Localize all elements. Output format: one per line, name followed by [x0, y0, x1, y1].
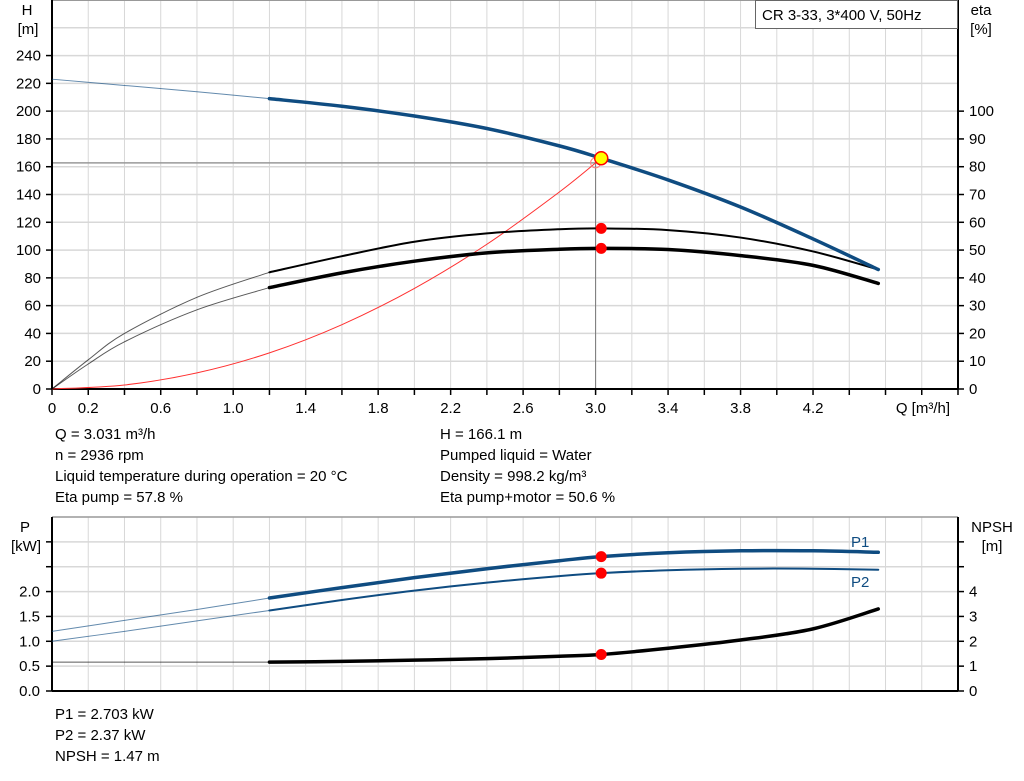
x-tick-label: 1.4: [295, 400, 316, 417]
info-density: Density = 998.2 kg/m³: [440, 468, 587, 485]
duty-point-marker: [593, 150, 609, 166]
x-tick-label: 3.8: [730, 400, 751, 417]
y-axis-label-left: P: [20, 519, 30, 536]
info-liquid-temperature: Liquid temperature during operation = 20…: [55, 468, 348, 485]
info-eta-pump-motor: Eta pump+motor = 50.6 %: [440, 489, 616, 506]
y-axis-unit-right: [%]: [970, 21, 992, 38]
y-tick-label-left: 40: [24, 325, 41, 342]
y-tick-label-right: 30: [969, 298, 986, 315]
info-head: H = 166.1 m: [440, 426, 523, 443]
info-block-power: P1 = 2.703 kW P2 = 2.37 kW NPSH = 1.47 m: [55, 704, 160, 767]
y-tick-label-left: 1.5: [19, 608, 40, 625]
x-tick-label: 0: [48, 400, 56, 417]
y-tick-label-right: 50: [969, 242, 986, 259]
y-tick-label-right: 100: [969, 103, 994, 120]
y-tick-label-left: 2.0: [19, 584, 40, 601]
npsh-marker: [595, 648, 607, 660]
y-tick-label-right: 90: [969, 131, 986, 148]
y-axis-unit-left: [m]: [18, 21, 39, 38]
y-axis-label-right: NPSH: [971, 519, 1013, 536]
y-tick-label-right: 60: [969, 214, 986, 231]
npsh-curve: [267, 607, 881, 664]
head-curve-extrapolated: [51, 78, 270, 100]
x-tick-label: 1.8: [368, 400, 389, 417]
y-tick-label-left: 200: [16, 103, 41, 120]
y-tick-label-left: 100: [16, 242, 41, 259]
y-tick-label-left: 220: [16, 75, 41, 92]
x-tick-label: 2.6: [513, 400, 534, 417]
x-tick-label: 4.2: [803, 400, 824, 417]
eta-pump-marker: [595, 222, 607, 234]
info-p2: P2 = 2.37 kW: [55, 727, 146, 744]
y-axis-label-left: H: [22, 2, 33, 19]
x-tick-label: 0.2: [78, 400, 99, 417]
head-curve: [267, 96, 881, 272]
y-tick-label-right: 40: [969, 270, 986, 287]
eta-pump-curve-extrapolated: [51, 271, 270, 390]
y-tick-label-left: 60: [24, 298, 41, 315]
p2-curve: [268, 567, 880, 612]
y-tick-label-right: 0: [969, 381, 977, 398]
x-tick-label: 2.2: [440, 400, 461, 417]
y-axis-label-right: eta: [971, 2, 993, 19]
info-eta-pump: Eta pump = 57.8 %: [55, 489, 183, 506]
info-flow: Q = 3.031 m³/h: [55, 426, 156, 443]
y-tick-label-right: 1: [969, 658, 977, 675]
x-tick-label: 0.6: [150, 400, 171, 417]
y-tick-label-left: 0: [33, 381, 41, 398]
power-npsh-chart: 0.0 0.5 1.0 1.5 2.0 0 1 2 3 4 P [kW] NPSH [m] P1 P2: [11, 516, 1013, 700]
y-tick-label-right: 80: [969, 159, 986, 176]
y-tick-label-right: 10: [969, 353, 986, 370]
x-axis-label: Q [m³/h]: [896, 400, 950, 417]
y-tick-label-right: 2: [969, 633, 977, 650]
p2-marker: [595, 567, 607, 579]
y-tick-label-right: 70: [969, 187, 986, 204]
info-speed: n = 2936 rpm: [55, 447, 144, 464]
y-tick-label-left: 1.0: [19, 633, 40, 650]
legend-p1: P1: [851, 534, 869, 551]
system-curve: [51, 157, 602, 390]
x-tick-label: 3.0: [585, 400, 606, 417]
head-efficiency-chart: 0 0.2 0.6 1.0 1.4 1.8 2.2 2.6 3.0 3.4 3.8 4.2 Q [m³/…: [16, 0, 994, 417]
info-block-left: Q = 3.031 m³/h n = 2936 rpm Liquid tempe…: [55, 424, 347, 508]
y-axis-unit-right: [m]: [982, 538, 1003, 555]
eta-pump-motor-curve: [267, 246, 881, 290]
y-tick-label-left: 120: [16, 214, 41, 231]
info-block-right: H = 166.1 m Pumped liquid = Water Densit…: [440, 424, 615, 508]
y-tick-label-left: 140: [16, 187, 41, 204]
legend-p2: P2: [851, 574, 869, 591]
title-box: [755, 0, 958, 29]
eta-pump-curve: [268, 227, 880, 274]
y-tick-label-left: 0.5: [19, 658, 40, 675]
y-tick-label-left: 20: [24, 353, 41, 370]
p1-curve-extrapolated: [51, 597, 270, 632]
y-tick-label-right: 0: [969, 683, 977, 700]
p2-curve-extrapolated: [51, 609, 270, 642]
y-tick-label-left: 0.0: [19, 683, 40, 700]
x-tick-label: 3.4: [658, 400, 679, 417]
y-tick-label-right: 4: [969, 584, 977, 601]
y-tick-label-left: 160: [16, 159, 41, 176]
y-tick-label-left: 240: [16, 48, 41, 65]
p1-marker: [595, 551, 607, 563]
eta-pump-motor-marker: [595, 242, 607, 254]
info-pumped-liquid: Pumped liquid = Water: [440, 447, 592, 464]
p1-curve: [267, 548, 881, 600]
info-p1: P1 = 2.703 kW: [55, 706, 154, 723]
eta-pump-motor-curve-extrapolated: [51, 287, 270, 390]
x-tick-label: 1.0: [223, 400, 244, 417]
y-tick-label-left: 80: [24, 270, 41, 287]
chart-title: CR 3-33, 3*400 V, 50Hz: [762, 7, 922, 24]
y-tick-label-left: 180: [16, 131, 41, 148]
y-axis-unit-left: [kW]: [11, 538, 41, 555]
y-tick-label-right: 3: [969, 608, 977, 625]
y-tick-label-right: 20: [969, 325, 986, 342]
info-npsh: NPSH = 1.47 m: [55, 748, 160, 765]
